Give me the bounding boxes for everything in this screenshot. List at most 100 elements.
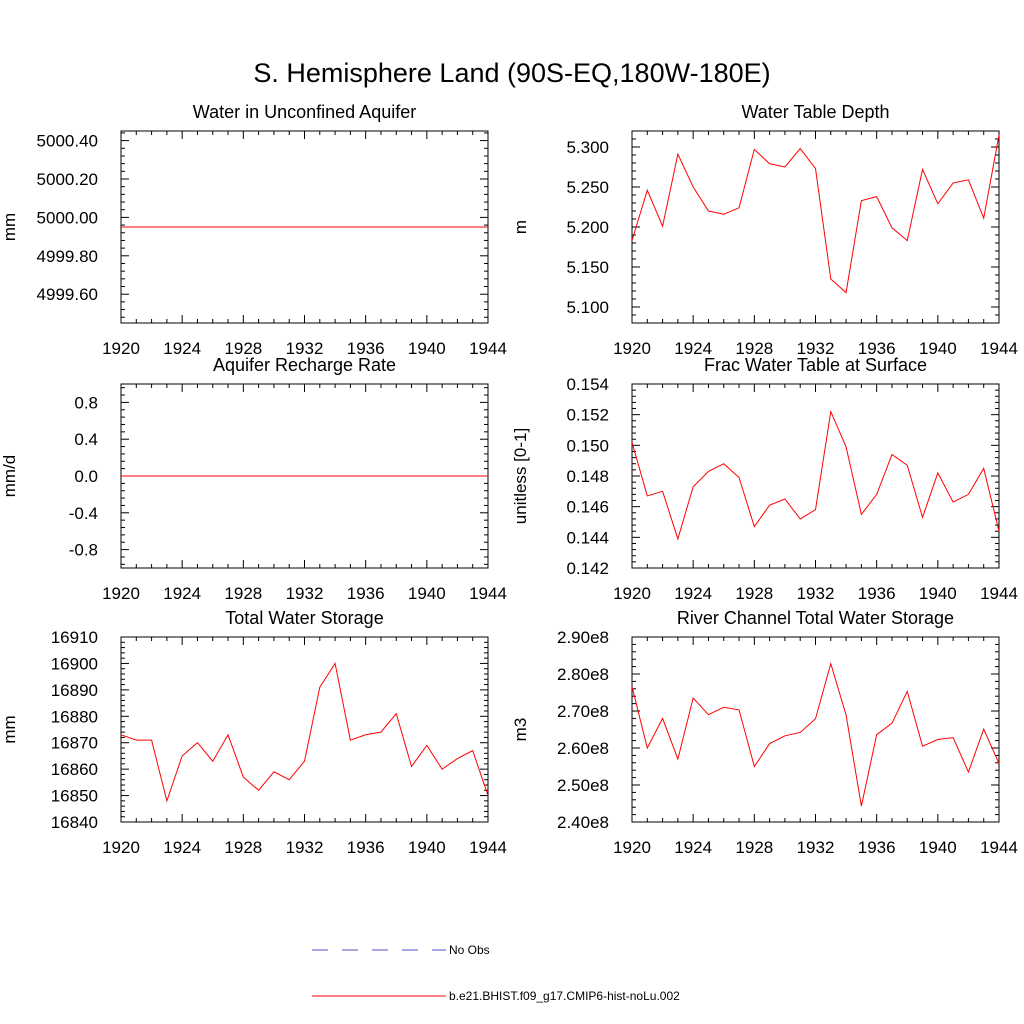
y-tick-label: 5000.20 (37, 170, 98, 189)
x-tick-label: 1936 (347, 584, 385, 603)
x-tick-label: 1920 (613, 584, 651, 603)
x-tick-label: 1936 (858, 584, 896, 603)
y-axis-label: unitless [0-1] (511, 428, 530, 524)
x-tick-label: 1924 (674, 339, 712, 358)
y-tick-label: 5.200 (566, 218, 609, 237)
x-tick-label: 1936 (347, 339, 385, 358)
panel-6: River Channel Total Water Storage m3 1920 1… (511, 608, 1018, 857)
y-tick-label: 2.70e8 (557, 702, 609, 721)
y-tick-label: 5.150 (566, 258, 609, 277)
panel-5: Total Water Storage mm 1920 1924 1928 1932 193… (0, 608, 507, 857)
x-tick-label: 1944 (469, 584, 507, 603)
x-tick-label: 1940 (408, 584, 446, 603)
x-tick-label: 1940 (408, 838, 446, 857)
plot-frame (631, 130, 1000, 324)
legend-obs-label: No Obs (449, 943, 490, 957)
x-tick-label: 1928 (224, 584, 262, 603)
x-tick-label: 1920 (102, 584, 140, 603)
panel-title: Aquifer Recharge Rate (213, 355, 396, 375)
x-tick-label: 1928 (735, 584, 773, 603)
y-tick-label: 5000.40 (37, 132, 98, 151)
y-axis-label: m (511, 220, 530, 234)
y-tick-label: 5000.00 (37, 208, 98, 227)
y-tick-label: 16900 (51, 654, 98, 673)
y-tick-label: 5.250 (566, 178, 609, 197)
y-axis-label: mm/d (0, 455, 19, 498)
y-tick-label: 2.60e8 (557, 739, 609, 758)
x-tick-label: 1924 (163, 584, 201, 603)
y-tick-label: -0.4 (69, 504, 98, 523)
y-tick-label: 16890 (51, 681, 98, 700)
x-tick-label: 1944 (469, 339, 507, 358)
panel-title: Total Water Storage (225, 608, 383, 628)
y-tick-label: 2.80e8 (557, 665, 609, 684)
y-tick-label: 0.148 (566, 467, 609, 486)
legend: No Obs b.e21.BHIST.f09_g17.CMIP6-hist-no… (312, 943, 680, 1003)
panel-title: Water in Unconfined Aquifer (193, 102, 416, 122)
series-line (631, 134, 1000, 294)
x-tick-label: 1940 (919, 339, 957, 358)
x-tick-label: 1920 (102, 838, 140, 857)
x-tick-label: 1932 (797, 838, 835, 857)
y-tick-label: 16860 (51, 760, 98, 779)
y-tick-label: 16910 (51, 628, 98, 647)
x-tick-label: 1928 (224, 838, 262, 857)
plot-frame (120, 636, 489, 823)
x-tick-label: 1940 (408, 339, 446, 358)
panel-3: Aquifer Recharge Rate mm/d 1920 1924 1928 193… (0, 355, 507, 603)
x-tick-label: 1920 (613, 339, 651, 358)
x-tick-label: 1928 (224, 339, 262, 358)
y-tick-label: 16840 (51, 813, 98, 832)
y-axis-label: mm (0, 715, 19, 743)
x-tick-label: 1936 (347, 838, 385, 857)
panel-title: Water Table Depth (741, 102, 889, 122)
series-line (120, 662, 489, 803)
x-tick-label: 1944 (980, 584, 1018, 603)
x-tick-label: 1932 (797, 339, 835, 358)
y-tick-label: 4999.80 (37, 247, 98, 266)
y-tick-label: 0.152 (566, 406, 609, 425)
x-tick-label: 1932 (286, 838, 324, 857)
panel-title: Frac Water Table at Surface (704, 355, 927, 375)
y-tick-label: 0.144 (566, 528, 609, 547)
x-tick-label: 1944 (980, 339, 1018, 358)
y-tick-label: -0.8 (69, 541, 98, 560)
plot-frame (631, 383, 1000, 569)
x-tick-label: 1928 (735, 838, 773, 857)
y-tick-label: 16870 (51, 734, 98, 753)
x-tick-label: 1944 (980, 838, 1018, 857)
y-axis-label: mm (0, 213, 19, 241)
series-line (631, 661, 1000, 807)
y-tick-label: 0.8 (74, 393, 98, 412)
x-tick-label: 1940 (919, 838, 957, 857)
y-tick-label: 0.150 (566, 436, 609, 455)
y-tick-label: 0.4 (74, 430, 98, 449)
y-tick-label: 5.100 (566, 298, 609, 317)
x-tick-label: 1932 (286, 339, 324, 358)
legend-model-label: b.e21.BHIST.f09_g17.CMIP6-hist-noLu.002 (449, 989, 680, 1003)
x-tick-label: 1920 (613, 838, 651, 857)
y-tick-label: 2.90e8 (557, 628, 609, 647)
panel-2: Water Table Depth m 1920 1924 1928 1932 1936 19… (511, 102, 1018, 358)
panel-1: Water in Unconfined Aquifer mm 1920 1924 192… (0, 102, 507, 358)
y-tick-label: 4999.60 (37, 285, 98, 304)
y-tick-label: 2.40e8 (557, 813, 609, 832)
figure-title: S. Hemisphere Land (90S-EQ,180W-180E) (253, 58, 770, 88)
x-tick-label: 1936 (858, 339, 896, 358)
x-tick-label: 1928 (735, 339, 773, 358)
series-line (631, 409, 1000, 541)
x-tick-label: 1920 (102, 339, 140, 358)
y-tick-label: 5.300 (566, 138, 609, 157)
y-tick-label: 0.0 (74, 467, 98, 486)
panels: Water in Unconfined Aquifer mm 1920 1924 192… (0, 102, 1018, 857)
y-tick-label: 0.154 (566, 375, 609, 394)
plot-frame (631, 636, 1000, 823)
x-tick-label: 1924 (163, 838, 201, 857)
x-tick-label: 1944 (469, 838, 507, 857)
y-tick-label: 0.146 (566, 498, 609, 517)
y-tick-label: 16880 (51, 707, 98, 726)
y-tick-label: 16850 (51, 787, 98, 806)
panel-title: River Channel Total Water Storage (677, 608, 954, 628)
x-tick-label: 1940 (919, 584, 957, 603)
